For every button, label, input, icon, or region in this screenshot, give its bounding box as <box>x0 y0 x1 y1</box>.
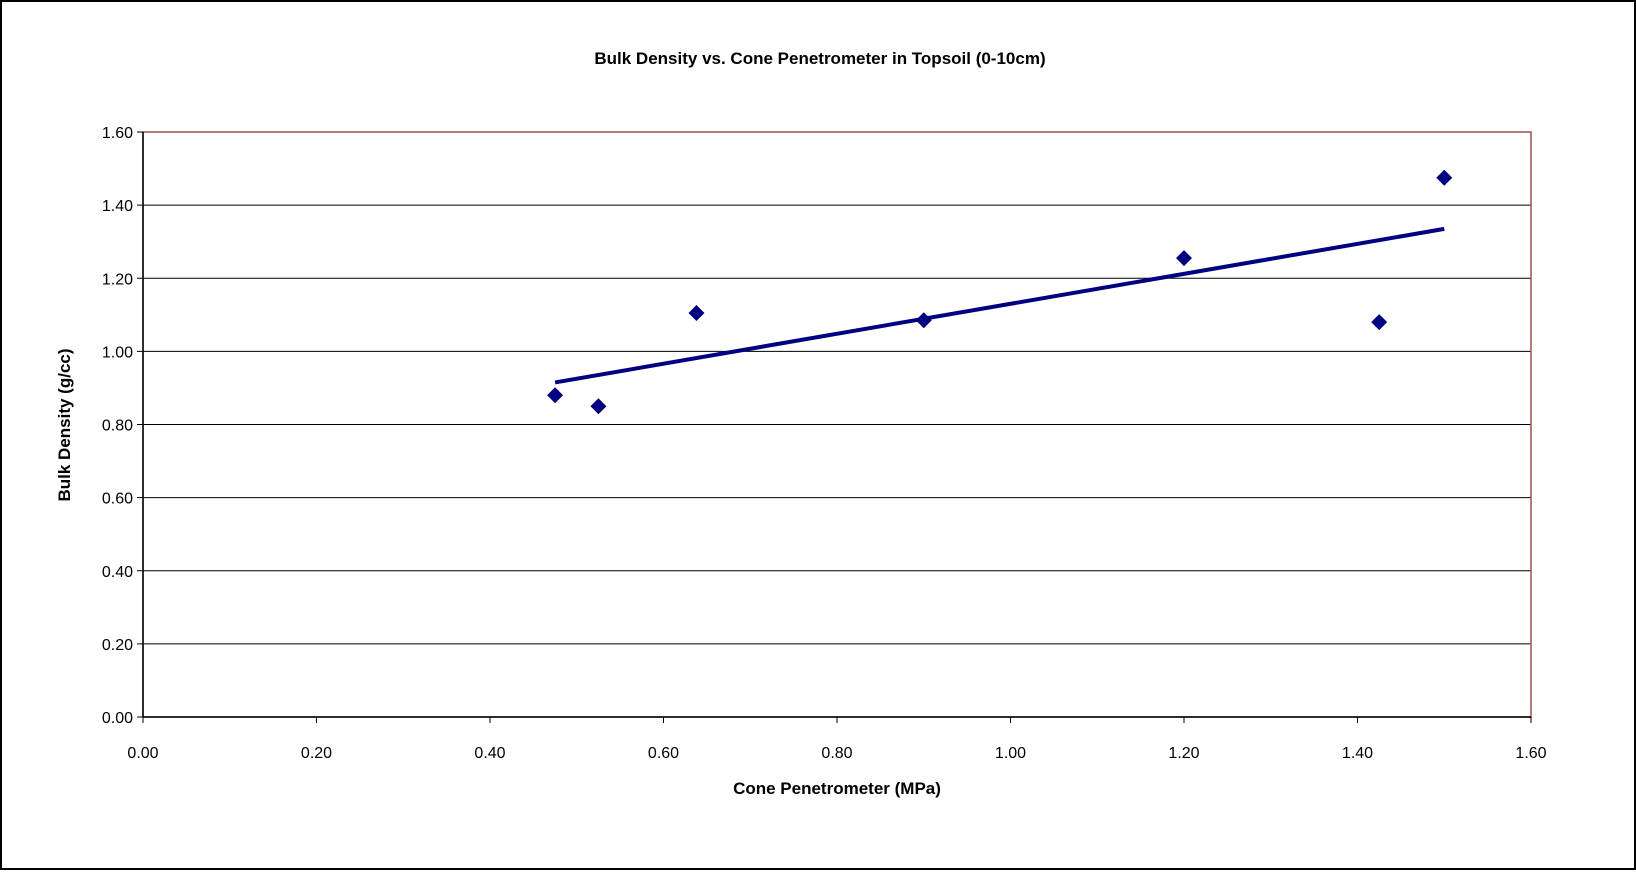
y-tick-label: 0.00 <box>102 710 133 727</box>
x-tick-label: 0.20 <box>301 745 332 762</box>
data-point <box>688 304 705 321</box>
x-tick-label: 0.80 <box>821 745 852 762</box>
x-tick-label: 0.00 <box>127 745 158 762</box>
data-point <box>1371 314 1388 331</box>
chart-title: Bulk Density vs. Cone Penetrometer in To… <box>594 49 1045 68</box>
x-tick-label: 1.00 <box>995 745 1026 762</box>
trendline-group <box>554 226 1445 385</box>
y-tick-labels: 0.00 0.20 0.40 0.60 0.80 1.00 1.20 1.40 1.60 <box>102 125 133 727</box>
data-point <box>1176 250 1192 267</box>
y-tick-label: 1.60 <box>102 125 133 142</box>
data-point <box>590 398 607 415</box>
data-point <box>1436 169 1453 186</box>
y-tick-label: 1.00 <box>102 344 133 361</box>
x-tick-label: 1.60 <box>1515 745 1546 762</box>
x-tick-label: 1.20 <box>1168 745 1199 762</box>
x-tick-labels: 0.00 0.20 0.40 0.60 0.80 1.00 1.20 1.40 1.60 <box>127 745 1546 762</box>
data-point <box>915 312 932 329</box>
y-axis-title: Bulk Density (g/cc) <box>55 348 74 501</box>
y-tick-label: 1.40 <box>102 198 133 215</box>
gridlines <box>143 204 1531 645</box>
trendline <box>554 226 1445 385</box>
axes <box>137 131 1532 723</box>
y-tick-label: 0.20 <box>102 637 133 654</box>
x-tick-label: 0.60 <box>648 745 679 762</box>
x-axis-title: Cone Penetrometer (MPa) <box>733 779 941 798</box>
y-tick-label: 1.20 <box>102 271 133 288</box>
x-tick-label: 1.40 <box>1342 745 1373 762</box>
y-tick-label: 0.60 <box>102 491 133 508</box>
data-points <box>547 169 1453 415</box>
x-tick-label: 0.40 <box>474 745 505 762</box>
data-point <box>547 387 564 404</box>
y-tick-label: 0.80 <box>102 418 133 435</box>
y-tick-label: 0.40 <box>102 564 133 581</box>
